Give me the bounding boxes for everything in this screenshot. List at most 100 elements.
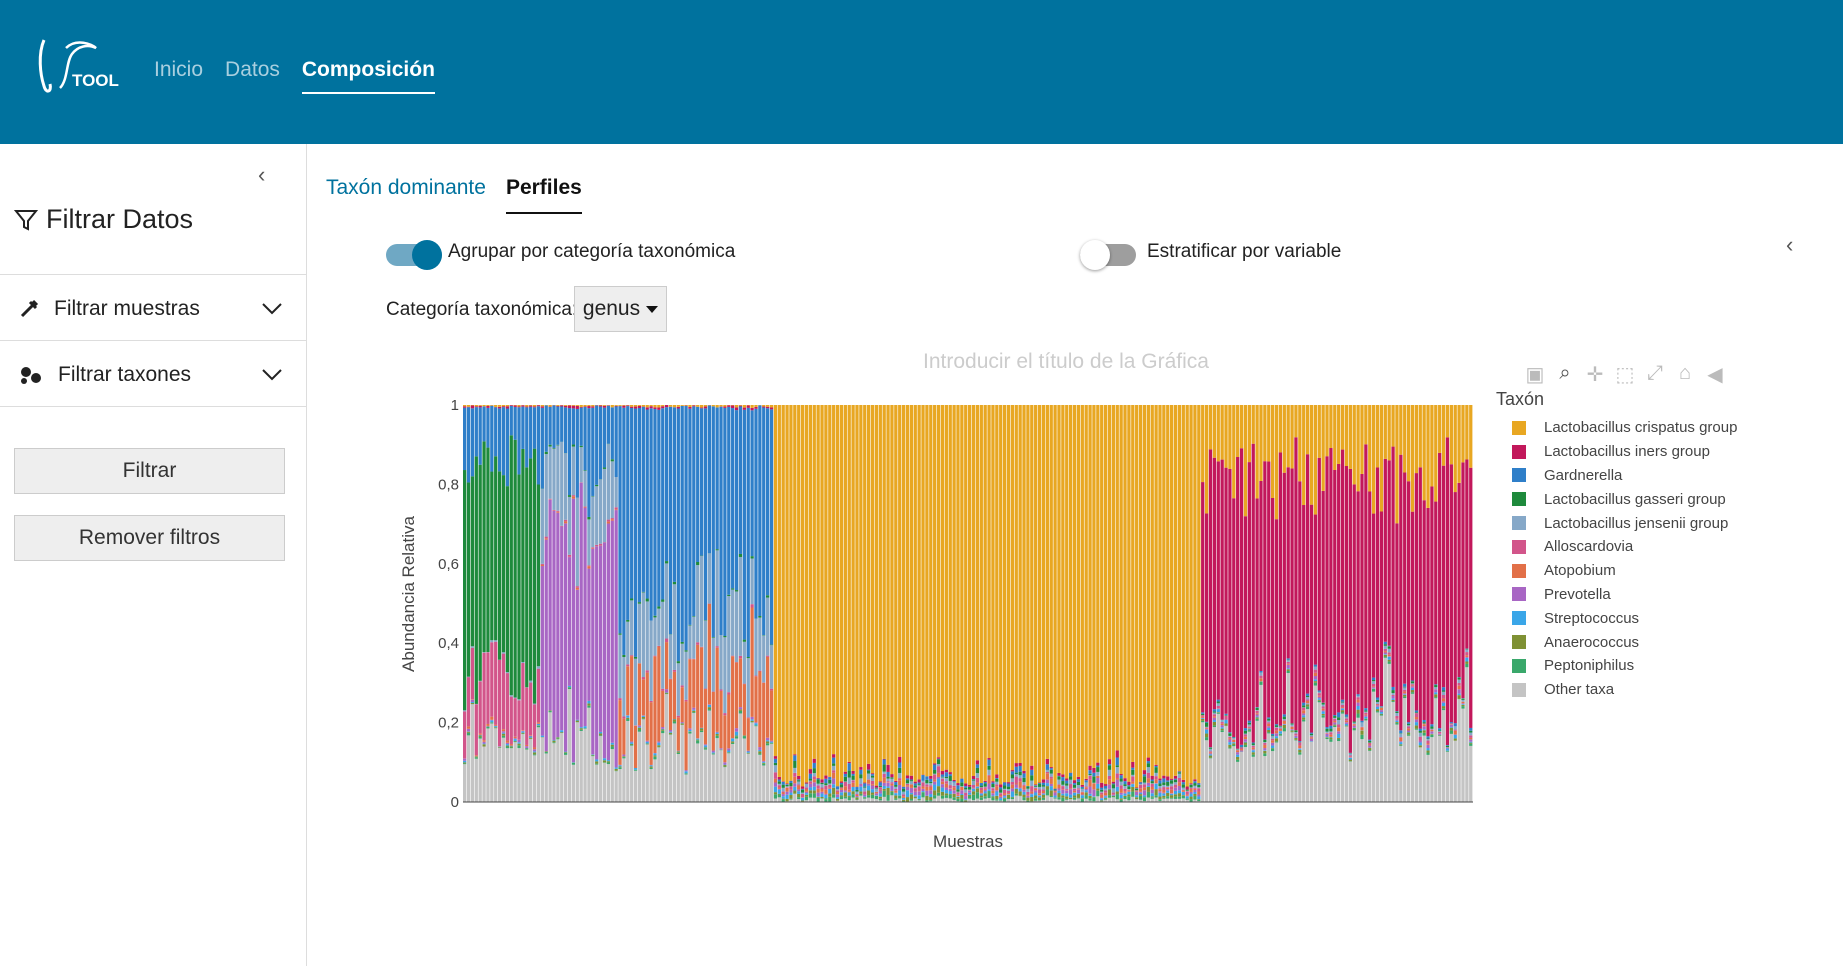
bar-segment[interactable] — [1138, 782, 1143, 784]
bar-segment[interactable] — [1204, 721, 1209, 723]
bar-segment[interactable] — [1294, 405, 1298, 438]
bar-segment[interactable] — [1049, 768, 1053, 770]
bar-segment[interactable] — [641, 679, 645, 716]
bar-segment[interactable] — [1243, 405, 1248, 517]
bar-segment[interactable] — [1348, 756, 1352, 758]
bar-segment[interactable] — [606, 444, 611, 520]
bar-segment[interactable] — [1263, 405, 1267, 462]
bar-segment[interactable] — [1072, 787, 1077, 789]
bar-segment[interactable] — [552, 743, 556, 802]
bar-segment[interactable] — [548, 405, 552, 407]
bar-segment[interactable] — [505, 408, 510, 487]
bar-segment[interactable] — [1426, 752, 1430, 755]
bar-segment[interactable] — [676, 715, 680, 718]
bar-segment[interactable] — [1103, 798, 1108, 800]
bar-segment[interactable] — [882, 790, 886, 797]
bar-segment[interactable] — [1360, 726, 1364, 728]
bar-segment[interactable] — [1271, 745, 1275, 749]
bar-segment[interactable] — [1236, 457, 1240, 749]
bar-segment[interactable] — [847, 761, 851, 764]
bar-segment[interactable] — [921, 797, 925, 802]
bar-segment[interactable] — [1282, 720, 1286, 722]
bar-segment[interactable] — [1247, 724, 1251, 727]
bar-segment[interactable] — [933, 795, 937, 799]
bar-segment[interactable] — [1333, 717, 1337, 719]
bar-segment[interactable] — [1057, 776, 1061, 780]
bar-segment[interactable] — [882, 773, 886, 778]
bar-segment[interactable] — [1228, 735, 1232, 737]
bar-segment[interactable] — [1158, 780, 1162, 784]
bar-segment[interactable] — [1127, 786, 1131, 790]
bar-segment[interactable] — [1290, 724, 1294, 727]
bar-segment[interactable] — [497, 471, 502, 660]
bar-segment[interactable] — [490, 723, 494, 802]
bar-segment[interactable] — [1267, 732, 1271, 734]
bar-segment[interactable] — [536, 668, 541, 723]
bar-segment[interactable] — [1317, 699, 1321, 701]
bar-segment[interactable] — [1084, 778, 1088, 781]
bar-segment[interactable] — [1072, 783, 1077, 785]
bar-segment[interactable] — [1131, 781, 1135, 784]
bar-segment[interactable] — [1092, 767, 1096, 773]
bar-segment[interactable] — [688, 625, 692, 659]
bar-segment[interactable] — [898, 767, 902, 773]
bar-segment[interactable] — [633, 769, 638, 771]
bar-segment[interactable] — [800, 788, 805, 790]
bar-segment[interactable] — [630, 741, 634, 743]
bar-segment[interactable] — [948, 794, 952, 799]
bar-segment[interactable] — [859, 783, 863, 785]
bar-segment[interactable] — [696, 406, 700, 562]
bar-segment[interactable] — [641, 592, 645, 678]
bar-segment[interactable] — [1030, 769, 1034, 776]
bar-segment[interactable] — [688, 408, 692, 625]
bar-segment[interactable] — [1162, 789, 1166, 793]
bar-segment[interactable] — [1286, 659, 1290, 661]
bar-segment[interactable] — [968, 795, 972, 799]
bar-segment[interactable] — [1360, 727, 1364, 731]
bar-segment[interactable] — [463, 710, 467, 712]
bar-segment[interactable] — [1224, 467, 1228, 714]
bar-segment[interactable] — [1084, 780, 1088, 783]
bar-segment[interactable] — [1154, 767, 1158, 773]
bar-segment[interactable] — [1274, 738, 1279, 742]
bar-segment[interactable] — [1034, 785, 1038, 786]
bar-segment[interactable] — [571, 405, 576, 409]
bar-segment[interactable] — [1204, 722, 1209, 727]
bar-segment[interactable] — [1232, 739, 1236, 743]
bar-segment[interactable] — [579, 728, 583, 730]
bar-segment[interactable] — [917, 779, 921, 783]
bar-segment[interactable] — [855, 799, 859, 801]
bar-segment[interactable] — [800, 797, 805, 801]
bar-segment[interactable] — [750, 407, 754, 411]
bar-segment[interactable] — [1445, 437, 1450, 746]
bar-segment[interactable] — [1247, 720, 1251, 723]
bar-segment[interactable] — [1131, 776, 1135, 782]
bar-segment[interactable] — [1422, 719, 1426, 723]
bar-segment[interactable] — [1018, 405, 1022, 763]
bar-segment[interactable] — [1065, 783, 1069, 786]
bar-segment[interactable] — [665, 692, 669, 694]
bar-segment[interactable] — [532, 752, 537, 755]
bar-segment[interactable] — [680, 405, 684, 642]
bar-segment[interactable] — [1302, 707, 1306, 711]
bar-segment[interactable] — [1177, 782, 1182, 786]
bar-segment[interactable] — [567, 405, 572, 406]
bar-segment[interactable] — [1321, 490, 1325, 703]
bar-segment[interactable] — [1135, 795, 1139, 798]
bar-segment[interactable] — [1142, 405, 1147, 771]
bar-segment[interactable] — [1185, 798, 1189, 800]
bar-segment[interactable] — [1212, 716, 1217, 718]
bar-segment[interactable] — [1414, 729, 1419, 802]
bar-segment[interactable] — [1096, 783, 1100, 789]
bar-segment[interactable] — [529, 405, 533, 407]
bar-segment[interactable] — [1037, 405, 1042, 783]
bar-segment[interactable] — [583, 506, 587, 507]
bar-segment[interactable] — [1224, 715, 1228, 720]
bar-segment[interactable] — [1045, 773, 1049, 780]
bar-segment[interactable] — [529, 458, 533, 681]
bar-segment[interactable] — [1146, 761, 1150, 764]
bar-segment[interactable] — [882, 785, 886, 789]
bar-segment[interactable] — [1286, 669, 1290, 671]
bar-segment[interactable] — [1170, 797, 1174, 799]
bar-segment[interactable] — [1337, 731, 1341, 734]
